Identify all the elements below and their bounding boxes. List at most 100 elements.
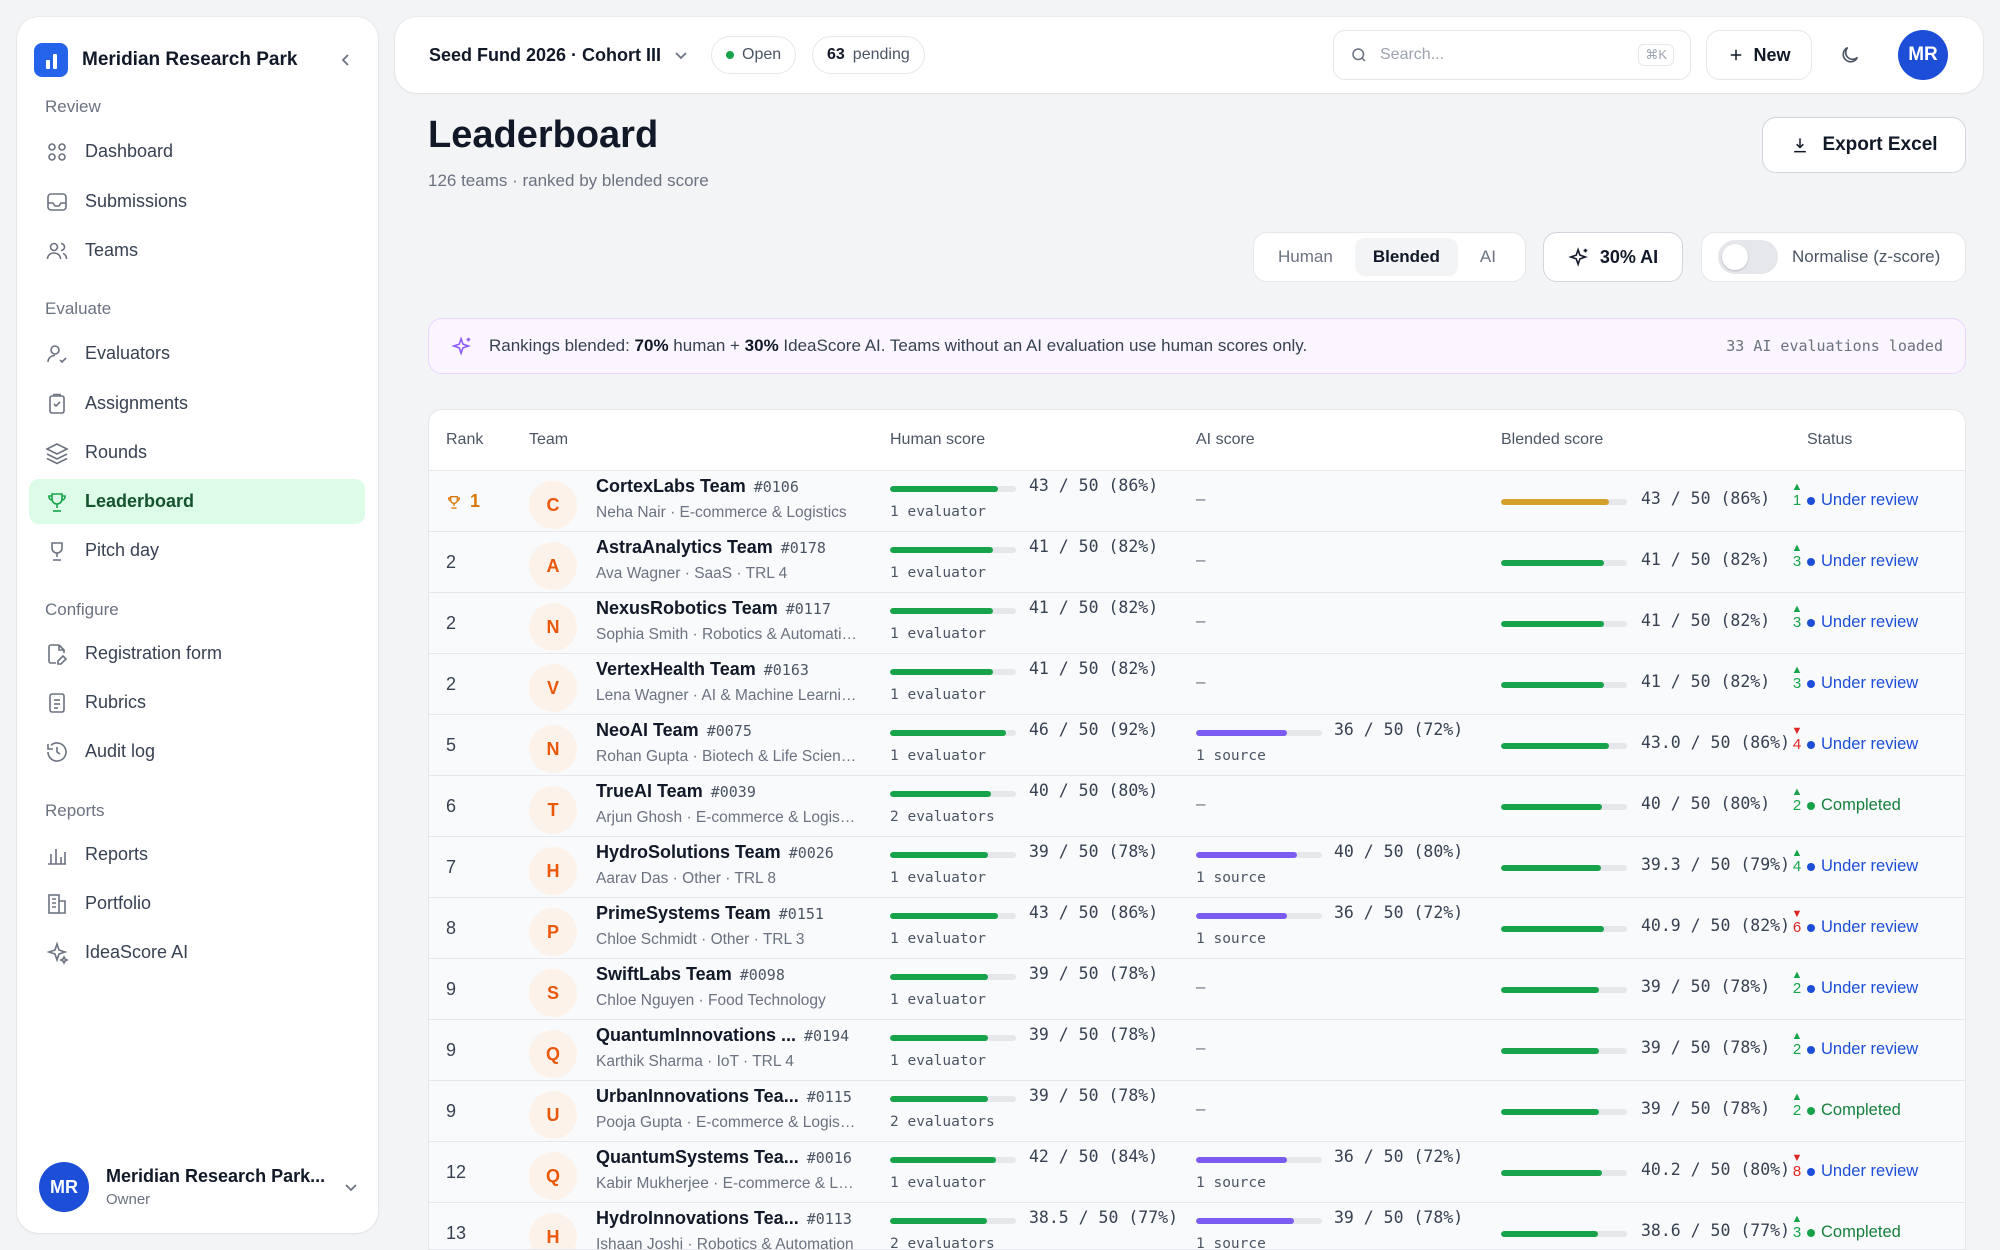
table-row[interactable]: 6 T TrueAI Team #0039 Arjun Ghosh · E-commer… [429, 776, 1965, 837]
table-row[interactable]: 8 P PrimeSystems Team #0151 Chloe Schmidt · … [429, 898, 1965, 959]
human-score-value: 39 / 50 (78%) [1029, 842, 1159, 861]
rank-change: ▼ 6 [1790, 908, 1804, 936]
table-row[interactable]: 2 N NexusRobotics Team #0117 Sophia Smith · … [429, 593, 1965, 654]
table-row[interactable]: 2 A AstraAnalytics Team #0178 Ava Wagner · S… [429, 532, 1965, 593]
sidebar-item-dashboard[interactable]: Dashboard [29, 129, 365, 174]
blended-score-fill [1501, 1048, 1600, 1054]
status-label: Under review [1821, 1040, 1919, 1058]
sidebar-item-submissions[interactable]: Submissions [29, 179, 365, 224]
blended-score-value: 41 / 50 (82%) [1641, 672, 1771, 691]
export-button[interactable]: Export Excel [1762, 117, 1966, 173]
table-row[interactable]: 9 Q QuantumInnovations ... #0194 Karthik Sha… [429, 1020, 1965, 1081]
col-team[interactable]: Team [529, 431, 569, 448]
team-meta: Rohan Gupta · Biotech & Life Sciences [596, 748, 858, 765]
team-name-link[interactable]: CortexLabs Team #0106 [596, 476, 799, 497]
team-name-link[interactable]: UrbanInnovations Tea... #0115 [596, 1086, 852, 1107]
sidebar-item-ideascore-ai[interactable]: IdeaScore AI [29, 930, 365, 975]
team-name-link[interactable]: QuantumInnovations ... #0194 [596, 1025, 849, 1046]
table-row[interactable]: 9 S SwiftLabs Team #0098 Chloe Nguyen · Food… [429, 959, 1965, 1020]
table-row[interactable]: 7 H HydroSolutions Team #0026 Aarav Das · Ot… [429, 837, 1965, 898]
team-name-link[interactable]: QuantumSystems Tea... #0016 [596, 1147, 852, 1168]
sidebar-item-rounds[interactable]: Rounds [29, 430, 365, 475]
page-title: Leaderboard [428, 114, 659, 156]
team-name: HydroSolutions Team [596, 842, 781, 862]
theme-toggle[interactable] [1835, 40, 1865, 70]
table-row[interactable]: 13 H HydroInnovations Tea... #0113 Ishaan Jo… [429, 1203, 1965, 1249]
team-name-link[interactable]: NexusRobotics Team #0117 [596, 598, 831, 619]
col-ai-score[interactable]: AI score [1196, 431, 1255, 448]
users-icon [46, 242, 68, 259]
col-status[interactable]: Status [1807, 431, 1853, 448]
team-name-link[interactable]: NeoAI Team #0075 [596, 720, 752, 741]
tab-blended[interactable]: Blended [1354, 238, 1458, 276]
ai-score-value: 36 / 50 (72%) [1334, 1147, 1464, 1166]
col-rank[interactable]: Rank [446, 431, 484, 448]
team-avatar: P [529, 908, 577, 956]
search-input[interactable]: Search... ⌘K [1333, 30, 1691, 80]
sidebar-item-evaluators[interactable]: Evaluators [29, 331, 365, 376]
chevron-down-icon [675, 52, 687, 60]
team-id: #0117 [785, 600, 831, 618]
status-badge: Under review [1807, 552, 1918, 571]
human-score-bar [890, 791, 1016, 797]
ai-weight-button[interactable]: 30% AI [1543, 232, 1683, 282]
avatar[interactable]: MR [1898, 30, 1948, 80]
table-row[interactable]: 12 Q QuantumSystems Tea... #0016 Kabir Mukhe… [429, 1142, 1965, 1203]
ai-score-empty: – [1196, 489, 1206, 508]
team-id: #0178 [780, 539, 826, 557]
team-name-link[interactable]: TrueAI Team #0039 [596, 781, 756, 802]
trophy-icon [448, 495, 460, 509]
sidebar-item-audit-log[interactable]: Audit log [29, 729, 365, 774]
chevron-down-icon[interactable] [343, 1179, 359, 1195]
rank-change-value: 4 [1792, 858, 1802, 875]
table-row[interactable]: 9 U UrbanInnovations Tea... #0115 Pooja Gupt… [429, 1081, 1965, 1142]
team-name-link[interactable]: SwiftLabs Team #0098 [596, 964, 785, 985]
sidebar-item-assignments[interactable]: Assignments [29, 381, 365, 426]
status-dot [1807, 496, 1815, 505]
sidebar-item-reports[interactable]: Reports [29, 832, 365, 877]
col-blended-score[interactable]: Blended score [1501, 431, 1604, 448]
toggle-switch[interactable] [1718, 240, 1778, 274]
table-row[interactable]: 5 N NeoAI Team #0075 Rohan Gupta · Biotech &… [429, 715, 1965, 776]
sidebar-item-portfolio[interactable]: Portfolio [29, 881, 365, 926]
tab-human[interactable]: Human [1278, 247, 1333, 266]
blended-score-fill [1501, 804, 1602, 810]
chevron-left-icon[interactable] [332, 46, 360, 74]
sidebar-item-leaderboard[interactable]: Leaderboard [29, 479, 365, 524]
user-name: Meridian Research Park... [106, 1166, 326, 1186]
normalise-toggle[interactable]: Normalise (z-score) [1701, 232, 1966, 282]
blended-score-bar [1501, 1231, 1627, 1237]
user-menu[interactable]: MR Meridian Research Park... Owner [39, 1157, 359, 1217]
blended-score-bar [1501, 560, 1627, 566]
human-score-bar [890, 1096, 1016, 1102]
status-label: Completed [1821, 796, 1901, 814]
status-dot [1807, 679, 1815, 688]
team-name-link[interactable]: HydroSolutions Team #0026 [596, 842, 834, 863]
blended-score-fill [1501, 1170, 1602, 1176]
sidebar-item-teams[interactable]: Teams [29, 228, 365, 273]
team-name-link[interactable]: AstraAnalytics Team #0178 [596, 537, 826, 558]
ai-score-empty: – [1196, 672, 1206, 691]
new-button[interactable]: New [1706, 30, 1812, 80]
sidebar-item-pitch-day[interactable]: Pitch day [29, 528, 365, 573]
table-row[interactable]: 1 C CortexLabs Team #0106 Neha Nair · E-comm… [429, 471, 1965, 532]
sidebar-item-rubrics[interactable]: Rubrics [29, 680, 365, 725]
search-shortcut: ⌘K [1638, 44, 1674, 66]
team-name-link[interactable]: HydroInnovations Tea... #0113 [596, 1208, 852, 1229]
human-score-value: 46 / 50 (92%) [1029, 720, 1159, 739]
col-human-score[interactable]: Human score [890, 431, 986, 448]
team-name-link[interactable]: PrimeSystems Team #0151 [596, 903, 824, 924]
team-name-link[interactable]: VertexHealth Team #0163 [596, 659, 809, 680]
fund-selector[interactable]: Seed Fund 2026 · Cohort III [429, 39, 689, 71]
table-row[interactable]: 2 V VertexHealth Team #0163 Lena Wagner · AI… [429, 654, 1965, 715]
banner-prefix: Rankings blended: [489, 336, 635, 355]
blended-score-value: 39 / 50 (78%) [1641, 1038, 1771, 1057]
rank-change-value: 4 [1792, 736, 1802, 753]
score-mode-toggle: Human Blended AI [1253, 232, 1526, 282]
status-label: Under review [1821, 491, 1919, 509]
sidebar-item-registration-form[interactable]: Registration form [29, 631, 365, 676]
list-icon [49, 692, 65, 713]
topbar: Seed Fund 2026 · Cohort III Open 63 pend… [395, 17, 1983, 93]
org-header[interactable]: Meridian Research Park [34, 30, 360, 90]
tab-ai[interactable]: AI [1479, 247, 1496, 266]
